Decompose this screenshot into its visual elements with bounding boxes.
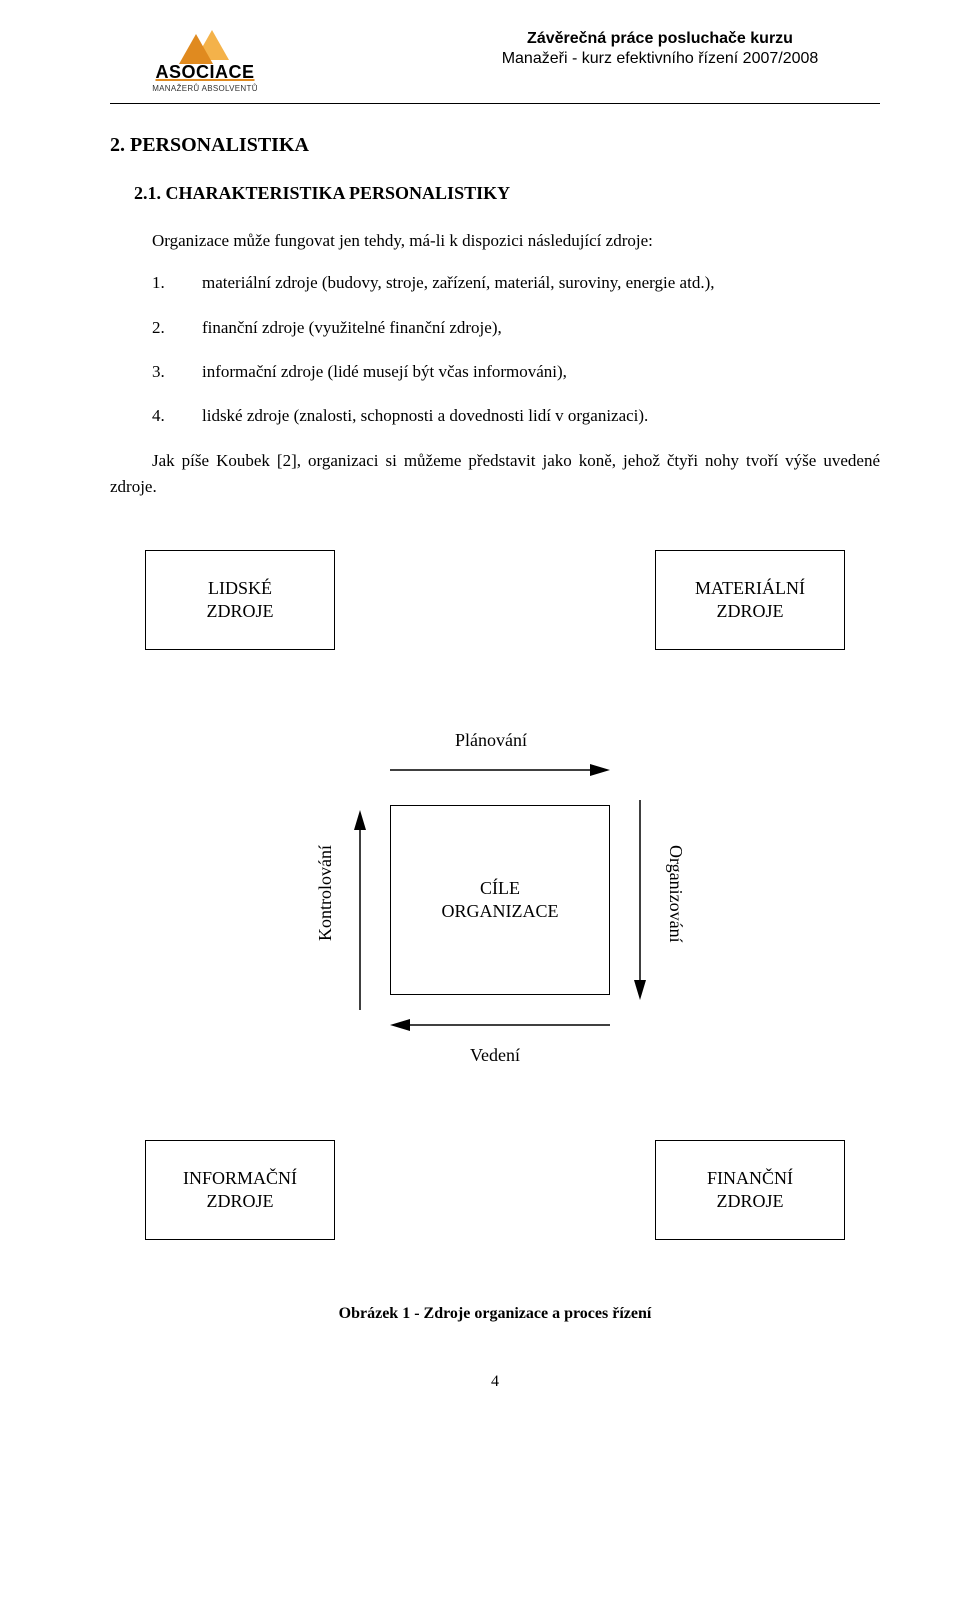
box-financni-zdroje: FINANČNÍZDROJE: [655, 1140, 845, 1240]
logo-icon: [175, 30, 235, 64]
box-cile-organizace: CÍLEORGANIZACE: [390, 805, 610, 995]
header-line-2: Manažeři - kurz efektivního řízení 2007/…: [440, 50, 880, 68]
logo: ASOCIACE MANAŽERŮ ABSOLVENTŮ: [110, 30, 300, 93]
box-informacni-zdroje: INFORMAČNÍZDROJE: [145, 1140, 335, 1240]
body-paragraph: Jak píše Koubek [2], organizaci si můžem…: [110, 448, 880, 501]
page-header: ASOCIACE MANAŽERŮ ABSOLVENTŮ Závěrečná p…: [110, 30, 880, 93]
page: ASOCIACE MANAŽERŮ ABSOLVENTŮ Závěrečná p…: [0, 0, 960, 1601]
arrow-right-icon: [630, 800, 650, 1000]
label-vedeni: Vedení: [470, 1045, 520, 1066]
page-number: 4: [110, 1373, 880, 1391]
heading-2: 2.1. CHARAKTERISTIKA PERSONALISTIKY: [134, 183, 880, 204]
logo-subtext: MANAŽERŮ ABSOLVENTŮ: [152, 84, 258, 93]
box-materialni-zdroje: MATERIÁLNÍZDROJE: [655, 550, 845, 650]
resource-list: materiální zdroje (budovy, stroje, zaříz…: [110, 270, 880, 429]
list-item: lidské zdroje (znalosti, schopnosti a do…: [110, 403, 880, 429]
diagram: LIDSKÉZDROJE MATERIÁLNÍZDROJE INFORMAČNÍ…: [115, 550, 875, 1270]
arrow-top-icon: [390, 760, 610, 780]
intro-paragraph: Organizace může fungovat jen tehdy, má-l…: [110, 228, 880, 254]
list-item: informační zdroje (lidé musejí být včas …: [110, 359, 880, 385]
label-kontrolovani: Kontrolování: [315, 845, 336, 941]
arrow-left-icon: [350, 810, 370, 1010]
list-item: materiální zdroje (budovy, stroje, zaříz…: [110, 270, 880, 296]
header-title-block: Závěrečná práce posluchače kurzu Manažeř…: [440, 30, 880, 68]
label-planovani: Plánování: [455, 730, 527, 751]
list-item: finanční zdroje (využitelné finanční zdr…: [110, 315, 880, 341]
header-line-1: Závěrečná práce posluchače kurzu: [440, 30, 880, 48]
logo-text: ASOCIACE: [155, 62, 254, 83]
arrow-bottom-icon: [390, 1015, 610, 1035]
heading-1: 2. PERSONALISTIKA: [110, 134, 880, 157]
box-lidske-zdroje: LIDSKÉZDROJE: [145, 550, 335, 650]
label-organizovani: Organizování: [665, 845, 686, 943]
figure-caption: Obrázek 1 - Zdroje organizace a proces ř…: [110, 1305, 880, 1323]
header-rule: [110, 103, 880, 104]
